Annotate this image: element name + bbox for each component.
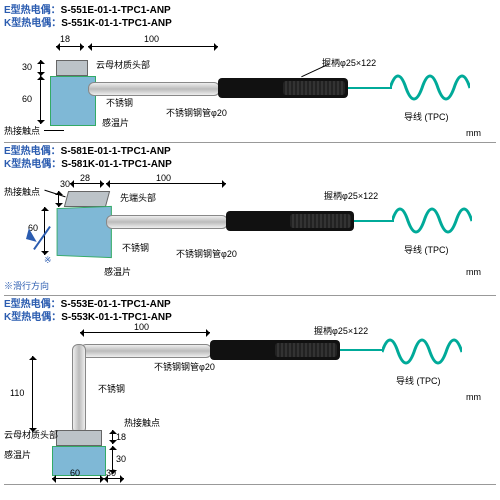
dim-30v-text: 30 [116,454,126,464]
hot-label: 热接触点 [4,126,40,136]
handle-icon [210,340,340,360]
k-model: S-553K-01-1-TPC1-ANP [61,312,172,323]
hot-label: 热接触点 [4,187,40,197]
k-model: S-551K-01-1-TPC1-ANP [61,18,172,29]
diagram-1: 18 100 30 60 云母材质头部 热接触点 不锈钢 感温片 不锈钢钢管φ2… [4,32,494,140]
mica-label: 云母材质头部 [96,60,150,70]
dim-100-text: 100 [144,34,159,44]
cable-label: 导线 (TPC) [404,245,449,255]
k-label: K型热电偶： [4,159,61,170]
e-label: E型热电偶： [4,299,61,310]
tube-v-icon [72,344,86,434]
handle-leader [301,64,329,78]
tube-label: 不锈钢钢管φ20 [176,249,237,259]
mark-label: ※ [44,255,52,265]
dim-110 [32,356,33,432]
slide-label: ※滑行方向 [4,281,49,291]
mica-head-icon [56,60,88,76]
header-2: E型热电偶：S-581E-01-1-TPC1-ANP K型热电偶：S-581K-… [4,145,496,171]
hot-leader [44,130,64,131]
ss-label: 不锈钢 [106,98,133,108]
product-1: E型热电偶：S-551E-01-1-TPC1-ANP K型热电偶：S-551K-… [4,4,496,143]
dim-100-text: 100 [156,173,171,183]
plate-label: 感温片 [4,450,31,460]
dim-28 [70,183,104,184]
dim-30h-text: 30 [106,468,116,478]
dim-100-text: 100 [134,322,149,332]
handle-label: 握柄φ25×122 [314,326,368,336]
dim-100 [80,332,210,333]
dim-18-text: 18 [60,34,70,44]
cable-icon [348,87,392,89]
handle-label: 握柄φ25×122 [324,191,378,201]
coil-icon [392,197,472,243]
diagram-3: 100 110 18 30 60 30 不锈钢 不锈钢钢管φ20 握柄φ25×1… [4,326,494,482]
coil-icon [390,64,470,110]
cable-label: 导线 (TPC) [404,112,449,122]
e-label: E型热电偶： [4,5,61,16]
header-1: E型热电偶：S-551E-01-1-TPC1-ANP K型热电偶：S-551K-… [4,4,496,30]
unit-mm: mm [466,267,481,277]
cable-icon [354,220,394,222]
e-model: S-581E-01-1-TPC1-ANP [61,146,171,157]
coil-icon [382,328,462,374]
dim-60 [40,76,41,124]
dim-60-text: 60 [22,94,32,104]
dim-28-text: 28 [80,173,90,183]
handle-icon [226,211,354,231]
ss-label: 不锈钢 [98,384,125,394]
k-label: K型热电偶： [4,312,61,323]
plate-icon [57,206,112,258]
mica-head-icon [56,430,102,446]
mica-label: 云母材质头部 [4,430,58,440]
dim-100 [88,46,218,47]
cable-icon [340,349,384,351]
ss-label: 不锈钢 [122,243,149,253]
e-model: S-551E-01-1-TPC1-ANP [61,5,171,16]
unit-mm: mm [466,128,481,138]
plate-label: 感温片 [102,118,129,128]
dim-30h [104,478,124,479]
header-3: E型热电偶：S-553E-01-1-TPC1-ANP K型热电偶：S-553K-… [4,298,496,324]
k-model: S-581K-01-1-TPC1-ANP [61,159,172,170]
tip-label: 先端头部 [120,193,156,203]
tube-icon [106,215,228,229]
tip-head-icon [64,191,110,207]
dim-110-text: 110 [10,388,24,398]
dim-18 [56,46,84,47]
tube-icon [88,82,220,96]
k-label: K型热电偶： [4,18,61,29]
product-2: E型热电偶：S-581E-01-1-TPC1-ANP K型热电偶：S-581K-… [4,145,496,296]
product-3: E型热电偶：S-553E-01-1-TPC1-ANP K型热电偶：S-553K-… [4,298,496,485]
tube-label: 不锈钢钢管φ20 [166,108,227,118]
dim-60h-text: 60 [70,468,80,478]
tube-h-icon [80,344,212,358]
handle-label: 握柄φ25×122 [322,58,376,68]
e-model: S-553E-01-1-TPC1-ANP [61,299,171,310]
diagram-2: 30 28 100 60 热接触点 先端头部 不锈钢 感温片 不锈钢钢管φ20 … [4,173,494,293]
e-label: E型热电偶： [4,146,61,157]
dim-30-text: 30 [22,62,32,72]
dim-60h [52,478,104,479]
plate-label: 感温片 [104,267,131,277]
tube-label: 不锈钢钢管φ20 [154,362,215,372]
dim-100 [106,183,226,184]
cable-label: 导线 (TPC) [396,376,441,386]
hot-label: 热接触点 [124,418,160,428]
dim-18-text: 18 [116,432,126,442]
handle-icon [218,78,348,98]
unit-mm: mm [466,392,481,402]
